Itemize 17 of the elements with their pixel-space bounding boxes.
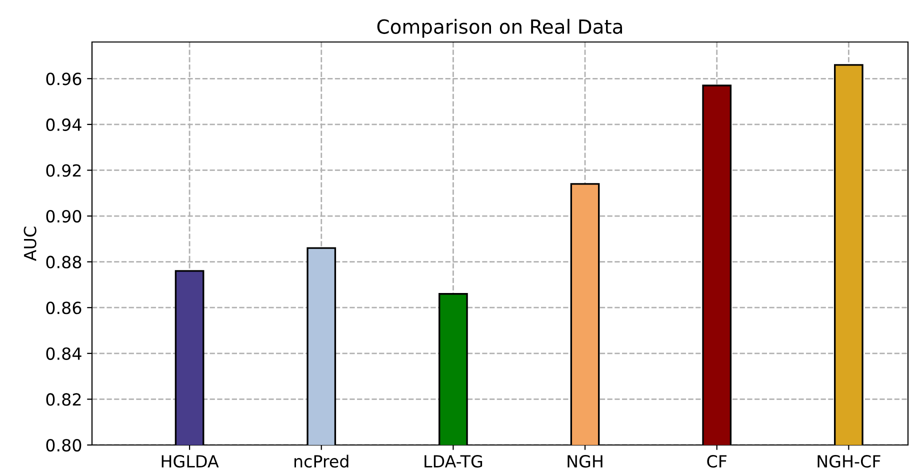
x-tick-label: HGLDA [162, 455, 219, 468]
y-tick-label: 0.88 [46, 256, 82, 268]
x-tick-label: NGH-CF [818, 455, 880, 468]
y-tick-label: 0.80 [46, 438, 82, 452]
x-tick-label: NGH [568, 455, 602, 468]
x-tick-label: LDA-TG [424, 455, 482, 468]
y-tick-label: 0.92 [46, 164, 81, 177]
x-tick-label: CF [707, 455, 726, 468]
y-tick-label: 0.82 [46, 393, 81, 406]
y-tick-label: 0.86 [46, 302, 82, 314]
y-tick-label: 0.84 [46, 347, 82, 360]
chart-title: Comparison on Real Data [377, 18, 622, 38]
y-axis-title: AUC [24, 226, 36, 261]
x-tick-label: ncPred [294, 454, 348, 468]
y-tick-label: 0.94 [46, 118, 82, 131]
y-tick-label: 0.90 [46, 210, 82, 223]
y-tick-label: 0.96 [46, 72, 82, 86]
